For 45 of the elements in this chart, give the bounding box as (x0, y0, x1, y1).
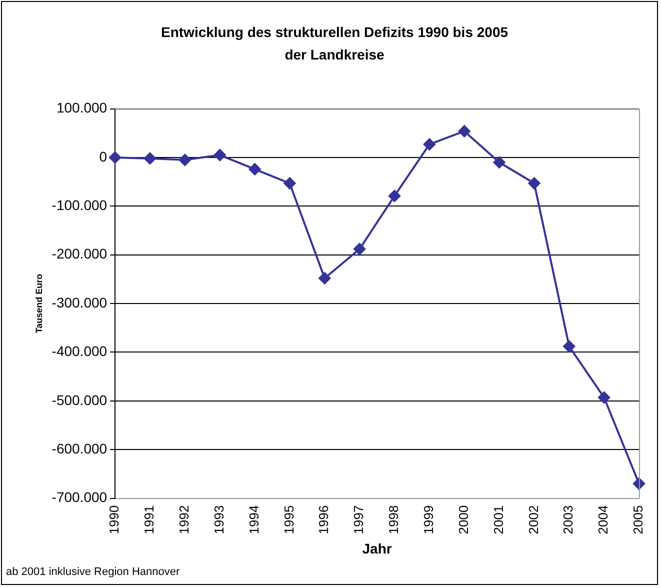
x-tick-label: 1994 (246, 505, 262, 534)
x-tick-label: 2002 (526, 505, 541, 534)
x-tick-label: 2001 (490, 505, 506, 534)
point (109, 151, 122, 164)
text: ab 2001 inklusive Region Hannover (6, 566, 180, 578)
y-tick-label: -500.000 (52, 392, 108, 408)
y-tick-label: -300.000 (52, 294, 108, 310)
y-tick-label: -200.000 (52, 246, 108, 262)
x-axis-title: Jahr (362, 540, 392, 556)
point (423, 138, 436, 150)
point (633, 478, 645, 490)
point (563, 340, 576, 352)
x-tick-label: 1999 (421, 505, 436, 534)
point (528, 177, 540, 190)
point (318, 272, 331, 284)
x-tick-label: 1996 (316, 505, 332, 534)
y-tick-label: -700.000 (52, 489, 108, 506)
y-tick-label: -400.000 (52, 343, 108, 360)
point (144, 152, 156, 164)
y-tick-label: -600.000 (52, 440, 108, 456)
point (388, 190, 400, 202)
x-tick-label: 1991 (142, 505, 157, 534)
x-tick-label: 2003 (560, 505, 576, 534)
y-tick-label: 100.000 (56, 100, 108, 116)
chart-title: Entwicklung des strukturellen Defizits 1990 bis 2005 der Landkreise (160, 24, 508, 62)
x-tick-label: 1992 (176, 505, 192, 534)
point (248, 163, 261, 176)
point (214, 149, 226, 162)
x-tick-label: 2000 (456, 505, 471, 534)
x-tick-label: 2004 (596, 505, 611, 534)
x-tick-label: 1998 (386, 505, 402, 534)
point (284, 177, 296, 190)
point (493, 156, 506, 168)
y-axis-title: Tausend Euro (34, 273, 44, 334)
y-tick-label: 0 (99, 148, 108, 164)
x-tick-label: 1995 (281, 505, 296, 534)
y-tick-label: -100.000 (52, 197, 108, 214)
x-tick-label: 2005 (630, 505, 646, 534)
point (178, 154, 191, 166)
x-tick-label: 1997 (351, 505, 366, 534)
point (598, 392, 610, 404)
point (458, 125, 470, 138)
point (354, 243, 366, 256)
x-tick-label: 1993 (211, 505, 226, 534)
x-tick-label: 1990 (106, 505, 122, 534)
